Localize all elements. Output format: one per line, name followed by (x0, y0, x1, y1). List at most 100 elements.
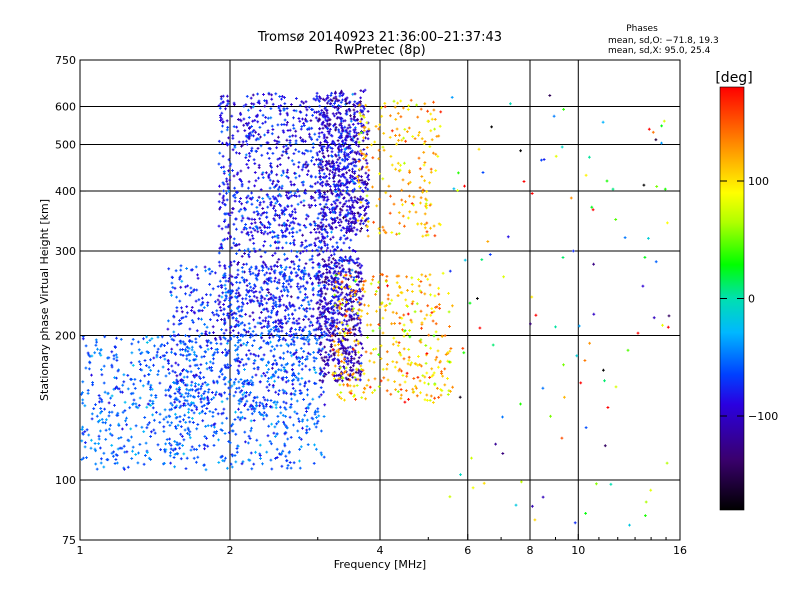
data-point (354, 270, 358, 274)
data-point (293, 410, 297, 414)
data-point (236, 268, 240, 272)
data-point (334, 273, 338, 277)
data-point (320, 331, 323, 335)
data-point (326, 329, 330, 332)
data-point (124, 419, 127, 423)
data-point (204, 269, 207, 273)
data-point (304, 272, 308, 276)
data-point (323, 359, 326, 363)
data-point (317, 395, 321, 399)
data-point (298, 328, 301, 332)
data-point (284, 265, 288, 269)
data-point (403, 329, 407, 332)
data-point (278, 325, 282, 328)
data-point (332, 163, 336, 167)
data-point (217, 302, 221, 306)
data-point (325, 195, 329, 199)
data-point (292, 336, 296, 339)
data-point (423, 212, 427, 216)
data-point (424, 274, 428, 278)
data-point (137, 340, 140, 344)
data-point (410, 276, 414, 280)
data-point (304, 149, 308, 152)
data-point (235, 276, 238, 279)
data-point (251, 237, 255, 240)
data-point (274, 390, 278, 394)
data-point (318, 99, 321, 103)
data-point (360, 124, 364, 128)
data-point (387, 184, 391, 188)
data-point (325, 275, 329, 279)
data-point (421, 234, 425, 238)
data-point (281, 322, 284, 325)
data-point (323, 322, 327, 326)
data-point (351, 259, 355, 263)
data-point (319, 368, 323, 372)
data-point (229, 292, 233, 295)
data-point (217, 375, 221, 379)
data-point (341, 205, 345, 208)
data-point (267, 424, 271, 428)
data-point (259, 457, 262, 460)
data-point (359, 89, 363, 92)
data-point (106, 356, 109, 360)
data-point (236, 444, 240, 448)
data-point (237, 386, 241, 390)
data-point (332, 308, 336, 312)
data-point (101, 421, 105, 424)
data-point (178, 420, 182, 423)
data-point (265, 193, 269, 197)
data-point (221, 120, 224, 124)
data-point (353, 130, 356, 134)
data-point (265, 371, 269, 374)
data-point (423, 292, 427, 296)
data-point (175, 374, 179, 378)
colorbar-label: [deg] (715, 70, 752, 86)
data-point (286, 426, 289, 430)
data-point (159, 356, 162, 359)
data-point (302, 307, 305, 311)
data-point (308, 324, 312, 328)
data-point (240, 462, 244, 466)
data-point (274, 403, 278, 407)
data-point (396, 294, 400, 297)
data-point (298, 466, 302, 470)
data-point (231, 169, 234, 172)
data-point (156, 347, 160, 351)
data-point (654, 138, 658, 142)
data-point (214, 271, 217, 275)
data-point (157, 369, 160, 373)
data-point (116, 369, 120, 373)
data-point (318, 379, 322, 382)
data-point (185, 357, 189, 361)
data-point (308, 331, 312, 335)
data-point (364, 171, 368, 175)
data-point (419, 309, 423, 313)
data-point (345, 227, 349, 231)
data-point (240, 182, 244, 186)
data-point (208, 283, 211, 286)
data-point (222, 336, 226, 339)
data-point (362, 157, 366, 160)
data-point (212, 331, 215, 334)
data-point (356, 257, 360, 261)
data-point (398, 286, 402, 289)
data-point (319, 393, 323, 397)
data-point (407, 126, 411, 130)
data-point (337, 174, 341, 177)
data-point (158, 381, 162, 385)
data-point (209, 318, 212, 321)
data-point (358, 287, 361, 291)
data-point (322, 264, 325, 268)
data-point (197, 391, 201, 395)
data-point (312, 293, 315, 297)
data-point (325, 109, 328, 112)
data-point (357, 316, 361, 320)
data-point (230, 424, 233, 428)
data-point (347, 302, 350, 305)
data-point (592, 312, 596, 316)
data-point (211, 325, 215, 329)
data-point (277, 322, 281, 326)
data-point (318, 144, 322, 147)
data-point (309, 149, 313, 153)
